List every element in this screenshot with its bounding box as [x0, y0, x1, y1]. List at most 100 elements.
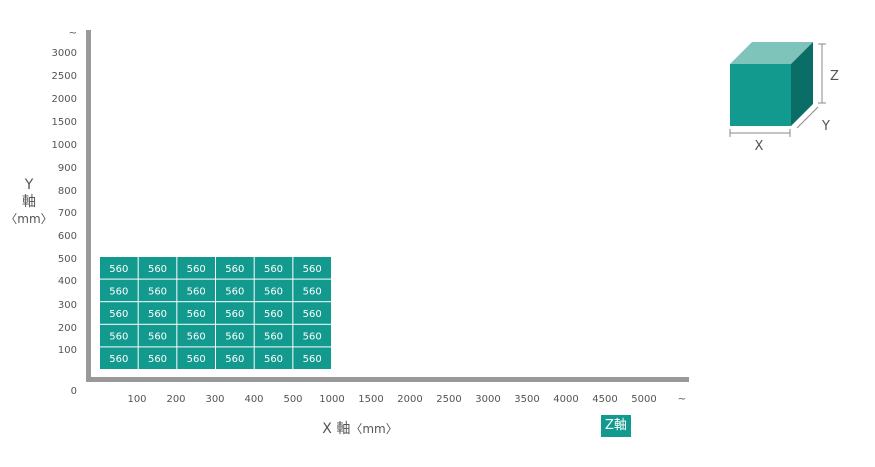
x-tick-label: 200 — [166, 394, 185, 405]
grid-cell-value: 560 — [109, 309, 128, 320]
y-axis-title-unit: 〈mm〉 — [5, 212, 53, 226]
grid-cell — [138, 324, 177, 347]
x-tick-label: 2500 — [436, 394, 461, 405]
grid-cell — [177, 302, 216, 324]
x-tick-label: ~ — [678, 394, 686, 405]
grid-cell-value: 560 — [225, 332, 244, 343]
y-tick-label: 2000 — [52, 94, 77, 105]
y-axis-title-char: 軸 — [22, 194, 36, 210]
cube-y-dimension — [796, 106, 819, 129]
y-tick-label: 500 — [58, 254, 77, 265]
y-tick-label: 3000 — [52, 48, 77, 59]
z-axis-badge: Z軸 — [601, 415, 631, 437]
x-tick-label: 100 — [127, 394, 146, 405]
cube-z-label: Z — [830, 69, 839, 84]
grid-cell — [216, 324, 254, 347]
grid-cell — [177, 279, 216, 302]
grid-cell — [216, 302, 254, 324]
y-tick-label: ~ — [69, 28, 77, 39]
y-tick-label: 200 — [58, 323, 77, 334]
grid-cell — [216, 279, 254, 302]
x-tick-label: 4500 — [592, 394, 617, 405]
grid-cell — [293, 279, 332, 302]
grid-cell-value: 560 — [264, 354, 283, 365]
cube-front-face — [730, 64, 791, 126]
x-tick-label: 400 — [244, 394, 263, 405]
x-tick-label: 500 — [283, 394, 302, 405]
grid-cell — [138, 279, 177, 302]
y-tick-label: 800 — [58, 186, 77, 197]
grid-cell — [138, 257, 177, 279]
grid-cell — [100, 279, 138, 302]
cube-y-label: Y — [821, 119, 830, 134]
grid-cell-value: 560 — [187, 354, 206, 365]
grid-cell — [100, 257, 138, 279]
y-tick-label: 0 — [71, 386, 77, 397]
grid-cell — [293, 257, 332, 279]
grid-cell — [216, 347, 254, 369]
x-axis-title-unit: 〈mm〉 — [350, 422, 398, 436]
cube-x-label: X — [755, 139, 764, 154]
x-tick-label: 3000 — [475, 394, 500, 405]
grid-cell-value: 560 — [264, 309, 283, 320]
grid-cell — [100, 324, 138, 347]
y-tick-label: 700 — [58, 208, 77, 219]
grid-cell — [293, 347, 332, 369]
grid-cell-value: 560 — [148, 309, 167, 320]
y-axis-line — [86, 30, 91, 382]
grid-cell — [254, 347, 293, 369]
x-tick-label: 1500 — [358, 394, 383, 405]
grid-cell-value: 560 — [187, 332, 206, 343]
x-tick-label: 2000 — [397, 394, 422, 405]
grid-cell — [216, 257, 254, 279]
x-tick-group: 100 200 300 400 500 1000 1500 2000 2500 3000 3500 4… — [127, 394, 686, 405]
x-tick-label: 3500 — [514, 394, 539, 405]
grid-cell — [254, 257, 293, 279]
cube-top-face — [730, 42, 813, 64]
y-axis-title-main: Y — [24, 177, 34, 193]
grid-cell-value: 560 — [225, 286, 244, 297]
grid-cell — [100, 347, 138, 369]
y-tick-label: 400 — [58, 276, 77, 287]
y-tick-label: 2500 — [52, 71, 77, 82]
grid-cell-value: 560 — [303, 332, 322, 343]
grid-cell-value: 560 — [225, 264, 244, 275]
grid-cell-value: 560 — [109, 332, 128, 343]
grid-cell-value: 560 — [303, 264, 322, 275]
y-tick-label: 1000 — [52, 140, 77, 151]
grid-cell — [254, 302, 293, 324]
grid-cell — [293, 302, 332, 324]
x-axis-title-main: X 軸 — [322, 421, 351, 437]
grid-cell-value: 560 — [303, 354, 322, 365]
grid-cell — [138, 347, 177, 369]
grid-cell — [138, 302, 177, 324]
x-axis-title: X 軸〈mm〉 — [290, 418, 430, 438]
y-tick-label: 900 — [58, 163, 77, 174]
grid-cell-value: 560 — [148, 354, 167, 365]
x-tick-label: 5000 — [631, 394, 656, 405]
y-tick-label: 100 — [58, 345, 77, 356]
grid-cell-value: 560 — [225, 354, 244, 365]
grid-cell-value: 560 — [264, 264, 283, 275]
grid-cell-value: 560 — [148, 332, 167, 343]
cube-side-face — [791, 42, 813, 126]
grid-cell-value: 560 — [148, 286, 167, 297]
y-tick-label: 1500 — [52, 117, 77, 128]
grid-cell-value: 560 — [187, 286, 206, 297]
y-axis-title: Y 軸 〈mm〉 — [0, 177, 58, 228]
grid-cell — [177, 347, 216, 369]
grid-cell — [254, 324, 293, 347]
x-axis-line — [86, 377, 689, 382]
grid-cell — [254, 279, 293, 302]
grid-cell — [177, 257, 216, 279]
grid-cell-value: 560 — [225, 309, 244, 320]
y-tick-label: 300 — [58, 300, 77, 311]
y-tick-label: 600 — [58, 231, 77, 242]
grid-cell-value: 560 — [264, 286, 283, 297]
grid-cell-value: 560 — [303, 309, 322, 320]
grid-cell — [177, 324, 216, 347]
grid-cell-value: 560 — [187, 264, 206, 275]
grid-cell-value: 560 — [109, 264, 128, 275]
